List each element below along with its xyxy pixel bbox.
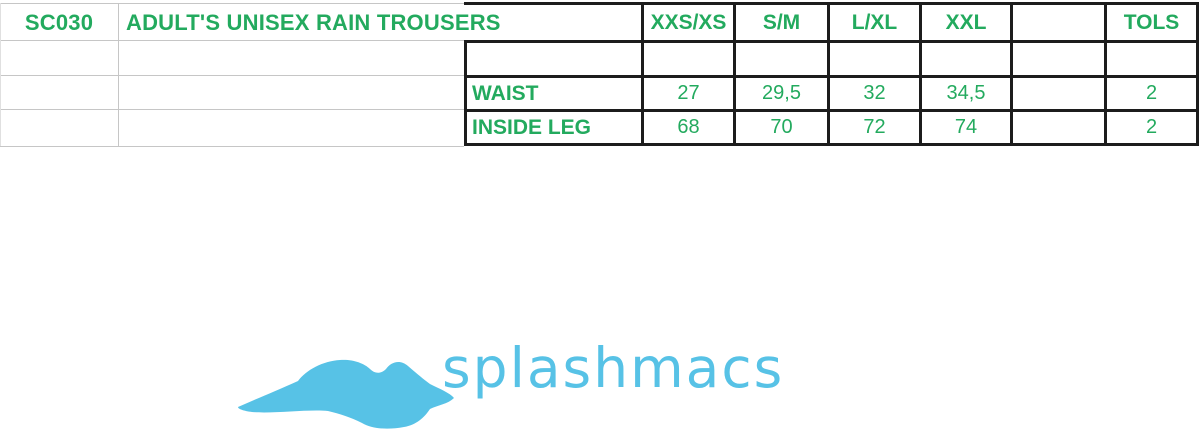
table-border-bottom <box>464 143 1199 146</box>
gridline-h <box>0 3 466 4</box>
table-border-h <box>464 75 1199 78</box>
logo-wordmark: splashmacs <box>442 336 785 400</box>
table-border-v <box>919 2 922 146</box>
table-border-h <box>464 40 1199 43</box>
inside-leg-value-xxl: 74 <box>954 116 978 138</box>
waist-value-tols: 2 <box>1145 82 1158 104</box>
size-header-xxl: XXL <box>945 10 987 34</box>
inside-leg-value-empty <box>1013 112 1104 143</box>
gridline-v <box>0 3 1 146</box>
inside-leg-value-xxs-xs: 68 <box>677 116 700 138</box>
product-code-cell: SC030 <box>24 9 94 35</box>
table-border-v <box>1104 2 1107 146</box>
table-border-v <box>1196 2 1199 146</box>
inside-leg-value-s-m: 70 <box>770 116 793 138</box>
gridline-v <box>118 3 119 146</box>
gridline-h <box>0 40 464 41</box>
waist-value-xxs-xs: 27 <box>677 82 700 104</box>
size-header-empty <box>1013 5 1104 40</box>
inside-leg-value-l-xl: 72 <box>863 116 886 138</box>
table-border-v <box>464 40 467 146</box>
waist-value-xxl: 34,5 <box>946 82 986 104</box>
waist-value-s-m: 29,5 <box>762 82 801 104</box>
product-title-cell: ADULT'S UNISEX RAIN TROUSERS <box>126 9 501 35</box>
table-border-v <box>641 2 644 146</box>
size-header-xxs-xs: XXS/XS <box>650 10 727 34</box>
splash-blob-icon <box>238 359 454 429</box>
inside-leg-value-tols: 2 <box>1145 116 1158 138</box>
gridline-h <box>0 109 464 110</box>
size-header-s-m: S/M <box>762 10 801 34</box>
waist-value-l-xl: 32 <box>863 82 886 104</box>
row-label-inside-leg: INSIDE LEG <box>472 115 592 139</box>
size-header-l-xl: L/XL <box>851 10 898 34</box>
row-label-waist: WAIST <box>472 81 539 105</box>
table-border-top <box>464 2 1199 5</box>
size-header-tols: TOLS <box>1123 10 1180 34</box>
gridline-h <box>0 75 464 76</box>
gridline-h <box>0 146 464 147</box>
table-border-v <box>1010 2 1013 146</box>
waist-value-empty <box>1013 78 1104 109</box>
table-border-h <box>464 109 1199 112</box>
table-border-v <box>827 2 830 146</box>
table-border-v <box>733 2 736 146</box>
